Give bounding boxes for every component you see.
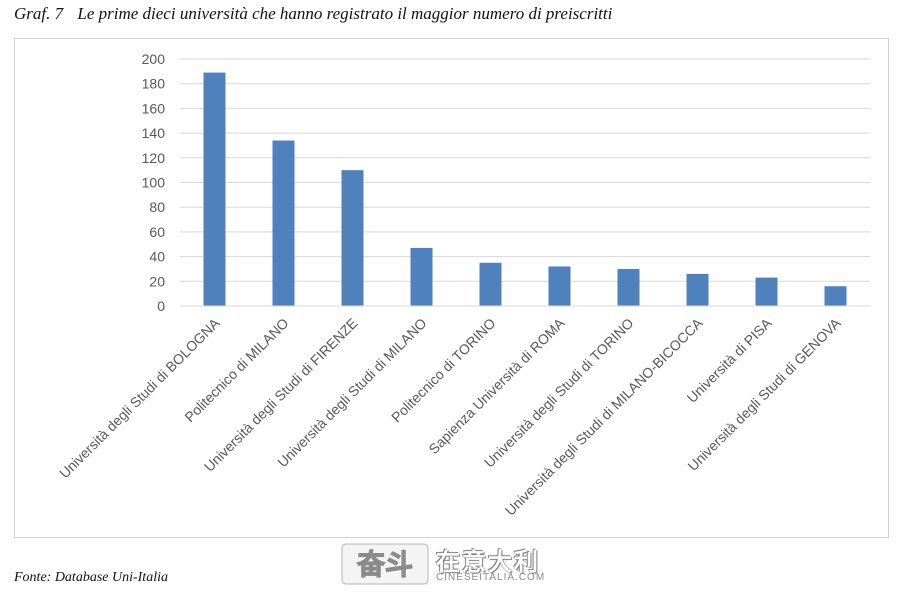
x-tick-label: Università degli Studi di TORINO: [481, 315, 637, 471]
x-tick-label: Università degli Studi di FIRENZE: [201, 315, 361, 475]
x-tick-label: Università degli Studi di MILANO: [274, 315, 430, 471]
bars: [203, 72, 847, 307]
watermark: 奋斗 在意大利 CINESEITALIA.COM: [340, 542, 560, 586]
y-tick-label: 140: [142, 125, 166, 141]
y-tick-label: 100: [142, 175, 166, 191]
watermark-logo-icon: 奋斗: [341, 543, 429, 585]
bar: [341, 170, 364, 306]
y-tick-label: 200: [142, 51, 166, 67]
x-tick-label: Università degli Studi di GENOVA: [684, 314, 844, 474]
figure-title: Le prime dieci università che hanno regi…: [77, 4, 613, 23]
figure-label: Graf. 7: [14, 4, 64, 23]
bar: [755, 277, 778, 306]
bar: [479, 262, 502, 306]
y-tick-label: 180: [142, 76, 166, 92]
bar: [824, 286, 847, 306]
bar: [203, 72, 226, 307]
y-tick-label: 0: [157, 298, 165, 314]
y-tick-label: 120: [142, 150, 166, 166]
bar: [410, 247, 433, 306]
bar: [272, 140, 295, 306]
watermark-brand: 在意大利: [436, 549, 540, 576]
chart-frame: 0 20 40 60 80 100 120 140 160 180 200 Università d…: [14, 38, 889, 538]
grid-lines: [180, 58, 870, 282]
bar: [686, 273, 709, 306]
bar-chart: 0 20 40 60 80 100 120 140 160 180 200 Università d…: [56, 51, 870, 519]
y-tick-label: 20: [149, 273, 165, 289]
y-tick-label: 80: [149, 199, 165, 215]
bar: [617, 268, 640, 306]
source-note: Fonte: Database Uni-Italia: [14, 570, 168, 585]
y-tick-label: 160: [142, 100, 166, 116]
x-axis-labels: Università degli Studi di BOLOGNAPolitec…: [56, 314, 844, 518]
svg-text:奋斗: 奋斗: [357, 548, 413, 581]
figure-caption: Graf. 7 Le prime dieci università che ha…: [14, 4, 612, 24]
x-tick-label: Sapienza Università di ROMA: [425, 314, 568, 457]
bar: [548, 266, 571, 306]
y-axis-ticks: 0 20 40 60 80 100 120 140 160 180 200: [142, 51, 166, 314]
y-tick-label: 40: [149, 249, 165, 265]
y-tick-label: 60: [149, 224, 165, 240]
watermark-url: CINESEITALIA.COM: [436, 572, 546, 583]
